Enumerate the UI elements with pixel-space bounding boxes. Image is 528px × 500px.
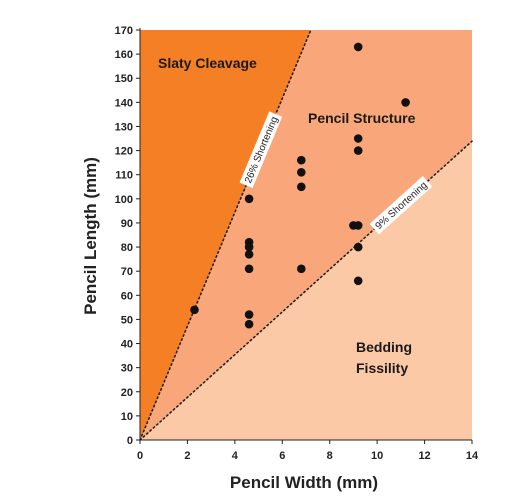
data-point bbox=[297, 182, 306, 192]
x-axis-title: Pencil Width (mm) bbox=[230, 473, 378, 492]
y-tick-label: 60 bbox=[121, 290, 133, 302]
y-tick-label: 50 bbox=[121, 314, 133, 326]
data-point bbox=[353, 276, 363, 286]
data-point bbox=[244, 264, 254, 274]
y-tick-label: 170 bbox=[115, 25, 133, 37]
region-labels: Slaty Cleavage Pencil Structure Bedding … bbox=[158, 55, 416, 376]
data-point bbox=[297, 264, 306, 274]
x-tick-label: 2 bbox=[184, 450, 190, 462]
boundary-line-26 bbox=[139, 29, 312, 441]
data-point bbox=[244, 242, 254, 252]
data-points bbox=[190, 42, 410, 329]
data-point bbox=[353, 134, 363, 143]
x-tick-label: 0 bbox=[137, 450, 143, 462]
region-label-slaty: Slaty Cleavage bbox=[158, 55, 257, 71]
y-tick-label: 130 bbox=[115, 121, 133, 133]
data-point bbox=[190, 305, 199, 315]
x-tick-label: 14 bbox=[466, 450, 479, 462]
y-tick-label: 100 bbox=[115, 194, 133, 206]
y-tick-label: 70 bbox=[121, 266, 133, 278]
y-tick-label: 10 bbox=[121, 411, 133, 423]
region-label-bedding-2: Fissility bbox=[356, 360, 408, 376]
boundary-label-9-box bbox=[369, 176, 433, 235]
y-tick-label: 80 bbox=[121, 242, 133, 254]
axes: 0102030405060708090100110120130140150160… bbox=[115, 25, 479, 462]
data-point bbox=[401, 98, 410, 107]
y-tick-label: 140 bbox=[115, 97, 133, 109]
region-pencil-structure bbox=[140, 30, 472, 440]
x-tick-label: 8 bbox=[327, 450, 333, 462]
data-point bbox=[244, 319, 254, 329]
regions bbox=[140, 30, 472, 440]
x-tick-label: 10 bbox=[371, 450, 383, 462]
data-point bbox=[244, 310, 254, 319]
data-point bbox=[297, 155, 306, 165]
data-point bbox=[353, 221, 363, 230]
data-point bbox=[244, 194, 254, 204]
data-point bbox=[353, 146, 363, 155]
y-tick-label: 20 bbox=[121, 387, 133, 399]
y-tick-label: 160 bbox=[115, 49, 133, 61]
y-tick-label: 90 bbox=[121, 218, 133, 230]
region-label-pencil: Pencil Structure bbox=[308, 110, 416, 126]
y-tick-label: 30 bbox=[121, 363, 133, 375]
x-tick-label: 12 bbox=[418, 450, 430, 462]
data-point bbox=[353, 242, 363, 252]
x-tick-label: 4 bbox=[232, 450, 239, 462]
y-tick-label: 150 bbox=[115, 73, 133, 85]
y-tick-label: 120 bbox=[115, 146, 133, 158]
y-tick-label: 110 bbox=[115, 170, 133, 182]
region-label-bedding-1: Bedding bbox=[356, 339, 412, 355]
data-point bbox=[297, 168, 306, 177]
y-tick-label: 0 bbox=[127, 435, 133, 447]
y-axis-title: Pencil Length (mm) bbox=[81, 157, 100, 315]
y-tick-label: 40 bbox=[121, 339, 133, 351]
data-point bbox=[244, 250, 254, 259]
x-tick-label: 6 bbox=[279, 450, 285, 462]
boundary-label-26-box bbox=[239, 111, 283, 189]
data-point bbox=[353, 42, 363, 52]
